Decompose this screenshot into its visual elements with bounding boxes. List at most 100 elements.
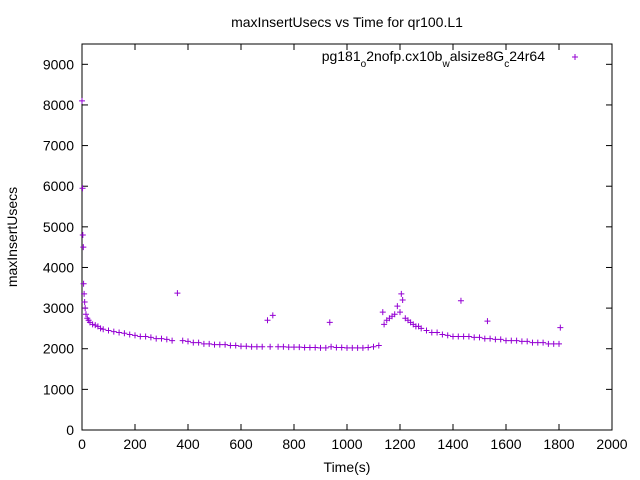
data-point bbox=[524, 338, 531, 345]
data-point bbox=[227, 342, 234, 349]
data-point bbox=[545, 340, 552, 347]
data-point bbox=[349, 344, 356, 351]
data-point bbox=[163, 336, 170, 343]
data-point bbox=[97, 325, 104, 332]
data-point bbox=[457, 297, 464, 304]
data-point bbox=[312, 344, 319, 351]
data-point bbox=[444, 332, 451, 339]
data-point bbox=[370, 343, 377, 350]
data-point bbox=[540, 339, 547, 346]
data-point bbox=[82, 305, 89, 312]
data-point bbox=[301, 344, 308, 351]
data-point bbox=[81, 299, 88, 306]
data-point bbox=[398, 290, 405, 297]
data-point bbox=[253, 343, 260, 350]
data-point bbox=[100, 326, 107, 333]
data-point bbox=[81, 290, 88, 297]
data-point bbox=[556, 340, 562, 347]
legend-label-part: 2nofp.cx10b bbox=[366, 48, 442, 64]
data-point bbox=[147, 334, 154, 341]
y-axis-label: maxInsertUsecs bbox=[4, 187, 20, 287]
data-point bbox=[169, 337, 176, 344]
data-point bbox=[481, 335, 488, 342]
y-tick-label: 4000 bbox=[43, 259, 74, 275]
data-point bbox=[264, 317, 271, 324]
data-point bbox=[455, 333, 462, 340]
data-point bbox=[174, 290, 181, 297]
data-point bbox=[280, 343, 287, 350]
data-point bbox=[79, 185, 86, 192]
data-point bbox=[110, 328, 117, 335]
data-point bbox=[333, 344, 340, 351]
data-point bbox=[116, 329, 123, 336]
data-point bbox=[121, 330, 128, 337]
chart-title: maxInsertUsecs vs Time for qr100.L1 bbox=[231, 14, 463, 30]
x-tick-label: 1600 bbox=[490, 436, 521, 452]
data-point bbox=[476, 334, 483, 341]
data-point bbox=[375, 342, 382, 349]
data-point bbox=[338, 344, 345, 351]
x-tick-label: 200 bbox=[123, 436, 147, 452]
legend-label-part: 24r64 bbox=[509, 48, 545, 64]
data-point bbox=[344, 344, 350, 351]
data-point bbox=[142, 333, 149, 340]
x-tick-label: 1200 bbox=[384, 436, 415, 452]
axis-ticks: 0 200 400 600 800 1000 1200 1400 1600 1800 2000 0 10… bbox=[43, 44, 628, 452]
data-point bbox=[132, 332, 138, 339]
legend-label-part: pg181 bbox=[322, 48, 361, 64]
data-point bbox=[534, 339, 541, 346]
data-point bbox=[460, 333, 467, 340]
data-point bbox=[248, 343, 255, 350]
legend-label-part: o bbox=[361, 59, 367, 70]
y-tick-label: 5000 bbox=[43, 219, 74, 235]
data-point bbox=[153, 335, 160, 342]
data-point bbox=[434, 329, 441, 336]
data-point bbox=[269, 312, 276, 319]
y-tick-label: 0 bbox=[66, 422, 74, 438]
data-point bbox=[513, 337, 520, 344]
legend-marker-symbol bbox=[572, 54, 578, 60]
data-point bbox=[158, 335, 165, 342]
data-point bbox=[354, 344, 361, 351]
data-point bbox=[222, 341, 229, 348]
data-point bbox=[285, 344, 292, 351]
data-point bbox=[557, 324, 564, 331]
data-point bbox=[89, 321, 96, 328]
data-points bbox=[79, 97, 564, 351]
data-point bbox=[450, 333, 456, 340]
x-tick-label: 1800 bbox=[543, 436, 574, 452]
data-point bbox=[296, 344, 303, 351]
data-point bbox=[381, 321, 388, 328]
data-point bbox=[418, 325, 425, 332]
data-point bbox=[484, 318, 491, 325]
legend-label-part: alsize8G bbox=[450, 48, 504, 64]
data-point bbox=[306, 344, 313, 351]
data-point bbox=[529, 339, 536, 346]
data-point bbox=[200, 340, 207, 347]
legend-label: pg181o2nofp.cx10bwalsize8Gc24r64 bbox=[322, 48, 546, 70]
data-point bbox=[471, 334, 478, 341]
data-point bbox=[487, 335, 494, 342]
data-point bbox=[137, 333, 144, 340]
data-point bbox=[259, 343, 266, 350]
x-tick-label: 800 bbox=[282, 436, 306, 452]
data-point bbox=[379, 309, 386, 316]
x-tick-label: 1400 bbox=[437, 436, 468, 452]
data-point bbox=[80, 280, 87, 287]
y-tick-label: 2000 bbox=[43, 341, 74, 357]
x-tick-label: 0 bbox=[78, 436, 86, 452]
data-point bbox=[359, 344, 366, 351]
y-tick-label: 6000 bbox=[43, 178, 74, 194]
data-point bbox=[423, 327, 430, 334]
legend-marker bbox=[572, 54, 578, 60]
y-tick-label: 7000 bbox=[43, 138, 74, 154]
data-point bbox=[179, 337, 186, 344]
data-point bbox=[216, 341, 223, 348]
data-point bbox=[267, 343, 274, 350]
y-tick-label: 3000 bbox=[43, 300, 74, 316]
data-point bbox=[92, 322, 99, 329]
data-point bbox=[394, 303, 401, 310]
y-tick-label: 1000 bbox=[43, 381, 74, 397]
data-point bbox=[185, 338, 191, 345]
